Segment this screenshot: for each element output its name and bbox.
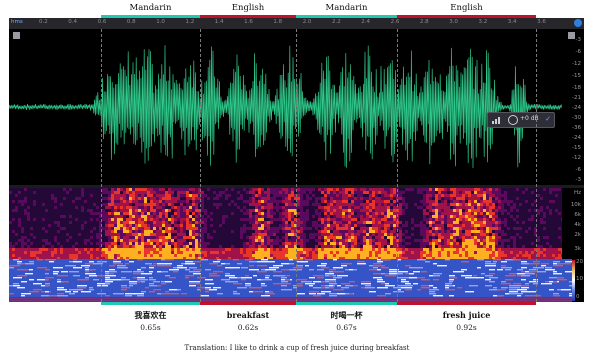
db-tick: -6 — [575, 49, 581, 55]
ruler-tick: 0.8 — [126, 19, 136, 25]
ruler-tick: 3.4 — [507, 19, 517, 25]
db-tick: -12 — [572, 155, 581, 161]
segment-bar-bottom-4 — [397, 302, 536, 305]
segment-bar-bottom-3 — [296, 302, 397, 305]
hz-tick: 6k — [574, 212, 581, 218]
colorbar-tick: 10 — [576, 276, 583, 282]
language-segment-header: Mandarin English Mandarin English — [0, 0, 594, 18]
zoom-navigator-icon[interactable] — [574, 19, 582, 27]
segment-annotations: 我喜欢在 breakfast 时喝一杯 fresh juice 0.65s 0.… — [0, 302, 594, 353]
segment-label-4: English — [450, 3, 483, 13]
segment-label-3: Mandarin — [325, 3, 368, 13]
segment-word-4: fresh juice — [442, 310, 491, 320]
db-tick: -24 — [572, 105, 581, 111]
segment-boundary — [296, 29, 297, 302]
ruler-tick: 3.0 — [449, 19, 458, 25]
waveform-path — [8, 45, 563, 169]
hz-tick: 2k — [574, 232, 581, 238]
db-tick: -15 — [572, 73, 581, 79]
ruler-tick: 2.6 — [390, 19, 400, 25]
level-bars-icon — [492, 117, 500, 124]
segment-boundary — [101, 29, 102, 302]
segment-boundary — [397, 29, 398, 302]
gain-knob-icon[interactable] — [508, 115, 518, 125]
hz-tick: 10k — [570, 202, 581, 208]
gain-value: +0 dB — [520, 115, 539, 122]
gain-hud[interactable]: +0 dB ✓ — [487, 112, 555, 128]
db-tick: -18 — [572, 85, 581, 91]
segment-bar-mandarin-1 — [101, 15, 200, 18]
db-tick: -6 — [575, 167, 581, 173]
hz-tick: 3k — [574, 246, 581, 252]
segment-word-1: 我喜欢在 — [134, 310, 167, 320]
segment-duration-4: 0.92s — [456, 323, 477, 332]
segment-boundary — [536, 29, 537, 302]
colorbar-gradient — [572, 260, 575, 301]
ruler-tick: 3.6 — [537, 19, 546, 25]
db-tick: -12 — [572, 61, 581, 67]
waveform-graph — [8, 45, 563, 169]
segment-label-2: English — [231, 3, 265, 13]
db-tick: -24 — [572, 135, 581, 141]
ruler-tick: 1.8 — [273, 19, 283, 25]
segment-bar-english-1 — [200, 15, 296, 18]
segment-bar-bottom-2 — [200, 302, 296, 305]
segment-duration-1: 0.65s — [140, 323, 161, 332]
ruler-tick: 2.2 — [332, 19, 341, 25]
segment-label-1: Mandarin — [129, 3, 172, 13]
db-tick: -21 — [572, 95, 581, 101]
ruler-tick: 1.6 — [244, 19, 253, 25]
ruler-tick: 2.4 — [361, 19, 371, 25]
segment-bar-english-2 — [397, 15, 536, 18]
ruler-tick: 1.0 — [156, 19, 165, 25]
db-tick: -15 — [572, 145, 581, 151]
ruler-tick: 0.2 — [39, 19, 48, 25]
ruler-tick: 2.8 — [419, 19, 429, 25]
panel-corner-icon-right[interactable] — [568, 32, 575, 39]
segment-bar-mandarin-2 — [296, 15, 397, 18]
ruler-tick: 0.4 — [68, 19, 78, 25]
audio-editor-panel[interactable]: hms 0.2 0.4 0.6 0.8 1.0 1.2 1.4 1.6 1.8 2.0 2.2 2.4… — [8, 18, 584, 303]
hz-tick: Hz — [573, 190, 581, 196]
panel-corner-icon-left[interactable] — [13, 32, 20, 39]
pin-icon[interactable]: ✓ — [545, 115, 551, 123]
colorbar-tick: 0 — [576, 294, 580, 300]
feature-heatmap[interactable] — [9, 259, 584, 303]
db-tick: -3 — [575, 177, 581, 183]
spectrogram-graph — [9, 188, 564, 260]
segment-word-2: breakfast — [226, 310, 270, 320]
time-ruler[interactable]: hms 0.2 0.4 0.6 0.8 1.0 1.2 1.4 1.6 1.8 2.0 2.2 2.4… — [9, 18, 584, 29]
ruler-tick: 2.0 — [302, 19, 312, 25]
ruler-tick: 1.2 — [185, 19, 195, 25]
db-tick: -30 — [572, 115, 581, 121]
translation-caption: Translation: I like to drink a cup of fr… — [184, 344, 410, 352]
heatmap-graph — [9, 259, 579, 303]
segment-duration-3: 0.67s — [336, 323, 357, 332]
colorbar-tick: 20 — [576, 259, 583, 265]
amplitude-scale: -3 -6 -12 -15 -18 -21 -24 -30 -36 -24 -1… — [562, 29, 584, 185]
ruler-tick: 1.4 — [214, 19, 224, 25]
frequency-scale: Hz 10k 6k 4k 2k 3k — [562, 188, 584, 259]
hz-tick: 4k — [574, 222, 581, 228]
ruler-tick: 3.2 — [478, 19, 488, 25]
segment-word-3: 时喝一杯 — [330, 310, 363, 320]
db-tick: -3 — [575, 37, 581, 43]
segment-bar-bottom-1 — [101, 302, 200, 305]
heatmap-colorbar: 20 10 0 — [572, 259, 584, 302]
ruler-tick: 0.6 — [97, 19, 107, 25]
segment-boundary — [200, 29, 201, 302]
db-tick: -36 — [572, 125, 581, 131]
segment-duration-2: 0.62s — [237, 323, 259, 332]
time-format-label[interactable]: hms — [11, 19, 23, 25]
